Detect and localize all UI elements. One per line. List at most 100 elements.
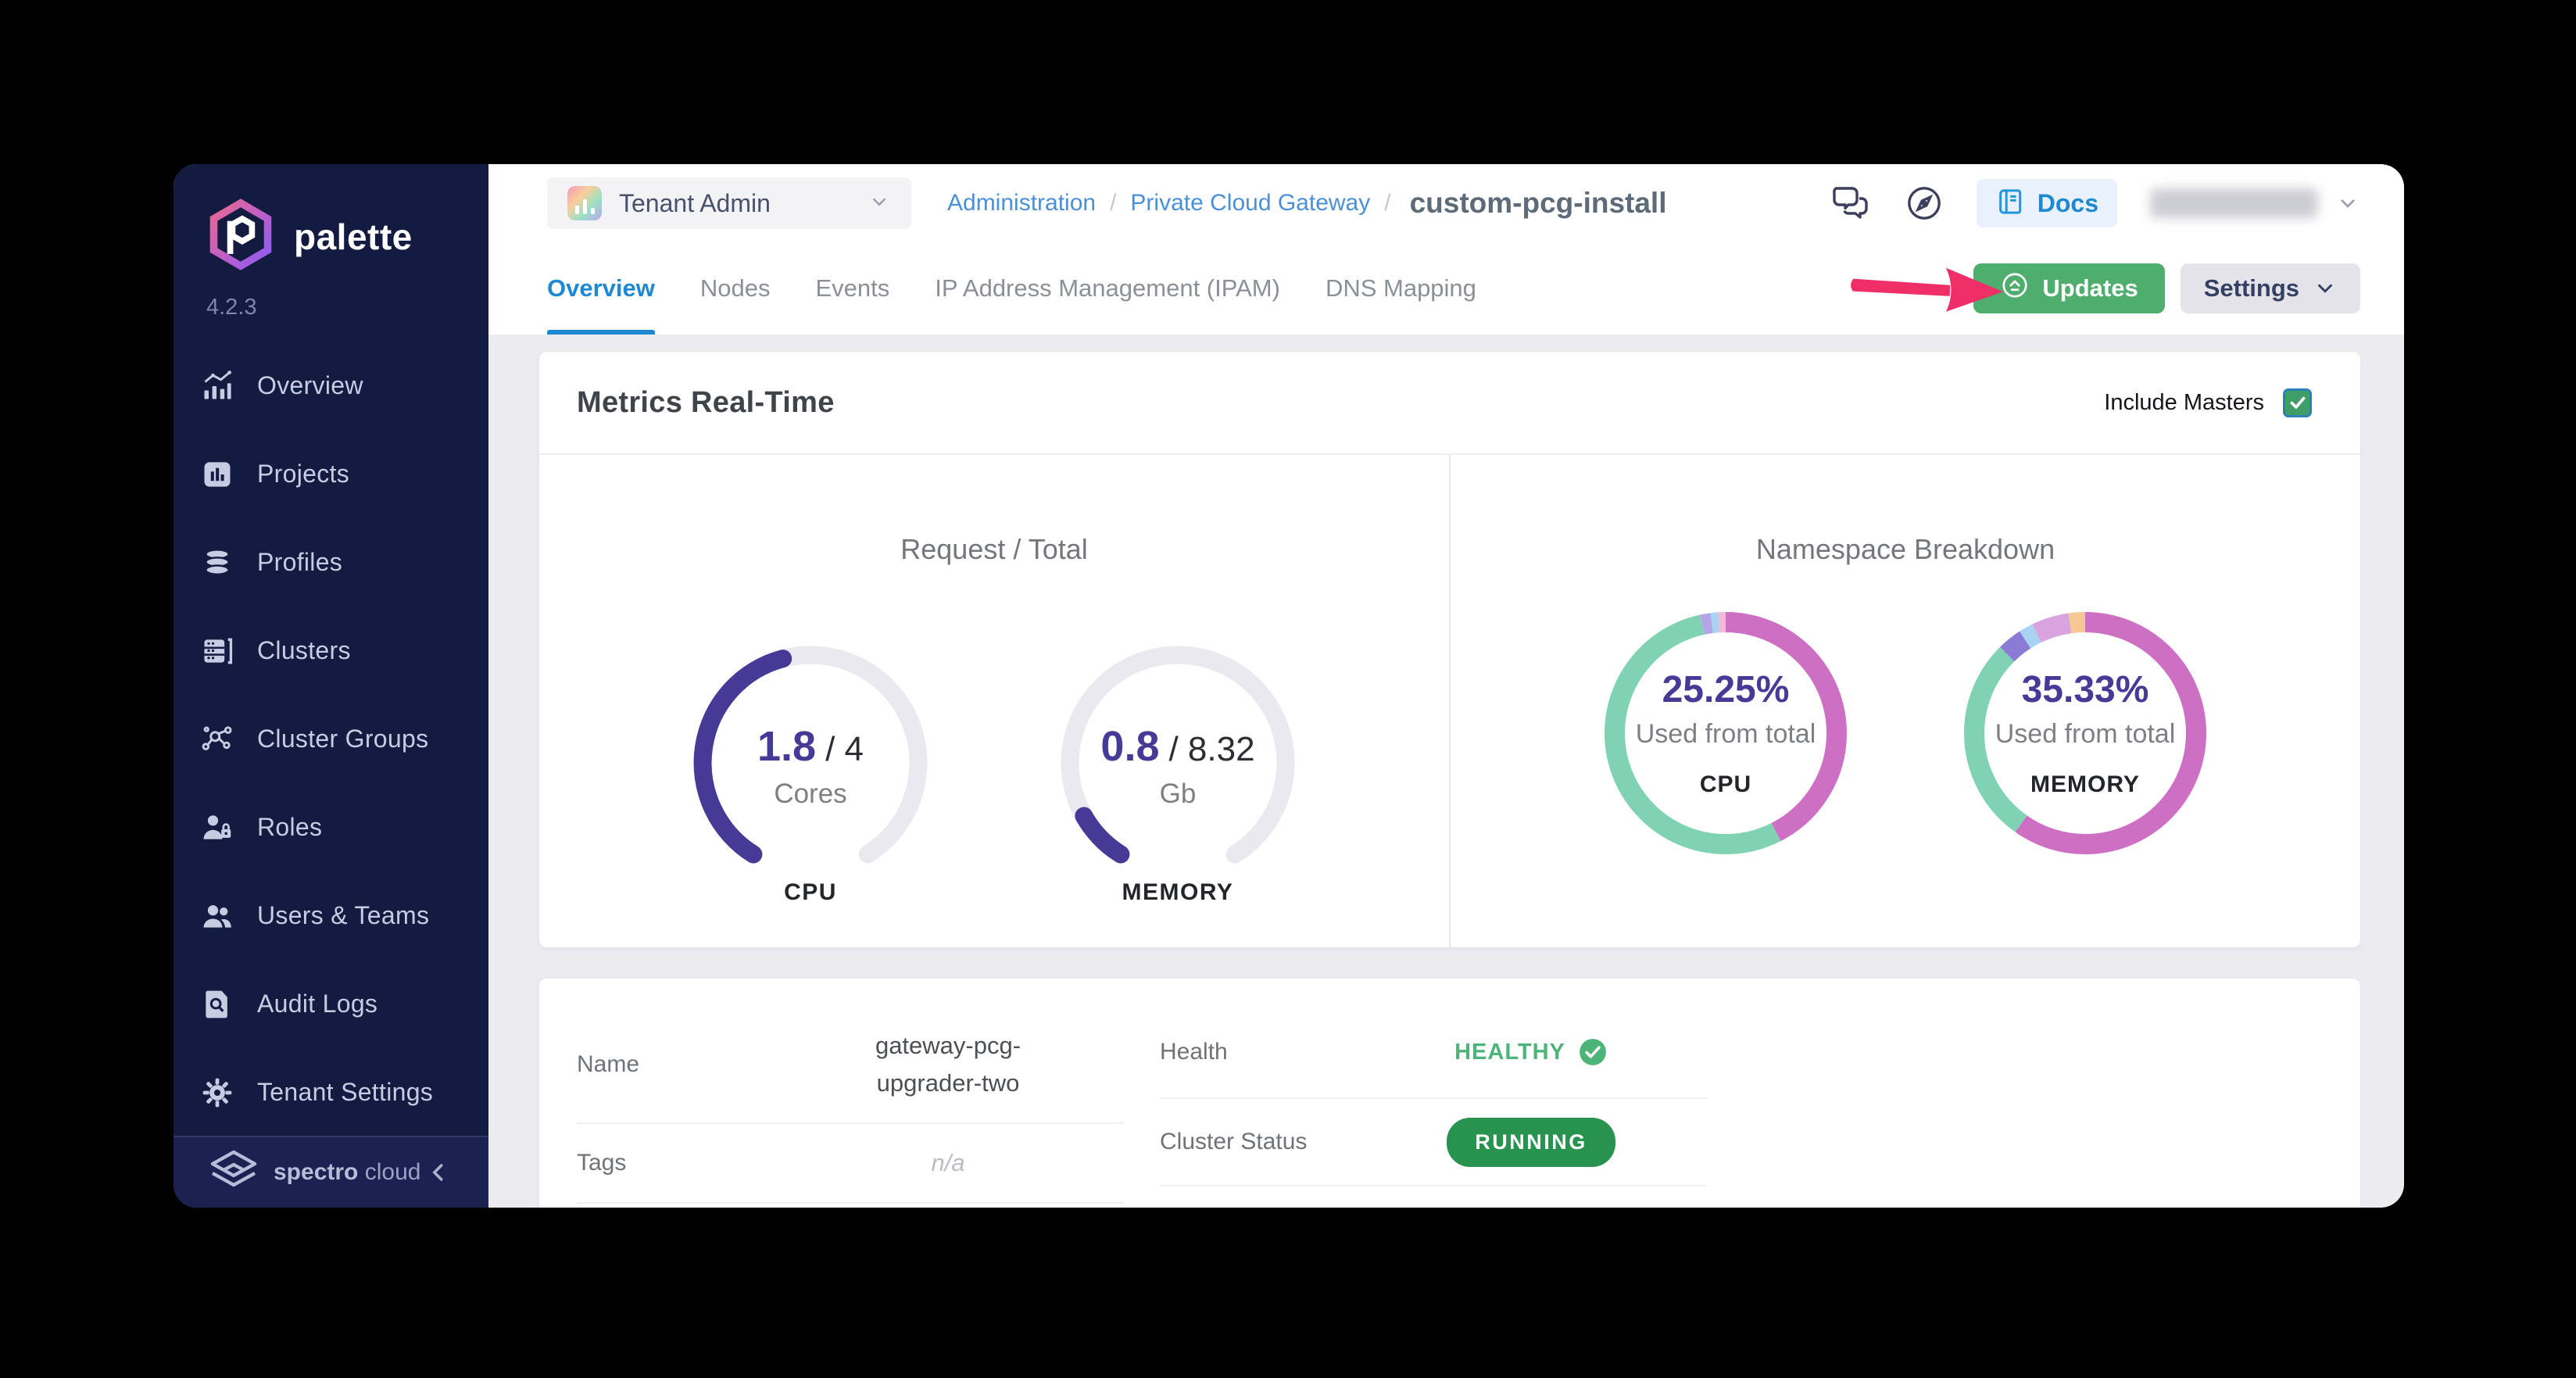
cpu-donut-label: CPU <box>1699 771 1752 797</box>
tab-nodes[interactable]: Nodes <box>700 242 771 335</box>
sidebar-item-cluster-groups[interactable]: Cluster Groups <box>174 695 488 783</box>
profiles-icon <box>199 545 235 581</box>
topbar: Tenant Admin Administration / Private Cl… <box>488 164 2404 242</box>
breadcrumb-link-administration[interactable]: Administration <box>947 190 1097 216</box>
palette-logo-icon <box>205 199 277 274</box>
docs-button[interactable]: Docs <box>1976 179 2117 227</box>
tab-label: Overview <box>547 274 655 302</box>
cpu-gauge-arc <box>693 646 928 864</box>
sidebar-item-label: Overview <box>257 371 363 399</box>
include-masters-toggle[interactable]: Include Masters <box>2104 388 2312 417</box>
memory-used-subtitle: Used from total <box>1995 719 2176 749</box>
sidebar-item-label: Roles <box>257 813 323 841</box>
chevron-down-icon <box>2318 284 2332 293</box>
users-teams-icon <box>199 898 235 934</box>
sidebar-item-label: Audit Logs <box>257 990 378 1018</box>
sidebar-item-label: Users & Teams <box>257 901 430 929</box>
cpu-used-subtitle: Used from total <box>1635 719 1816 749</box>
tab-label: DNS Mapping <box>1325 274 1476 302</box>
page-title: custom-pcg-install <box>1409 187 1667 219</box>
chevron-down-icon <box>2341 199 2355 208</box>
tags-value: n/a <box>931 1149 965 1176</box>
memory-gauge-label: MEMORY <box>1122 879 1234 905</box>
tenant-scope-selector[interactable]: Tenant Admin <box>547 177 911 229</box>
spectro-cloud-wordmark: spectro cloud <box>274 1159 420 1186</box>
include-masters-checkbox[interactable] <box>2283 388 2312 417</box>
sidebar-item-profiles[interactable]: Profiles <box>174 518 488 607</box>
namespace-breakdown-title: Namespace Breakdown <box>1755 533 2055 565</box>
updates-icon <box>2000 270 2030 306</box>
tab-actions: Updates Settings <box>1973 263 2360 313</box>
breadcrumb: Administration / Private Cloud Gateway /… <box>947 187 1667 220</box>
metrics-title: Metrics Real-Time <box>577 385 835 419</box>
sidebar-item-clusters[interactable]: Clusters <box>174 607 488 695</box>
sidebar-collapse-button[interactable] <box>421 1155 456 1190</box>
tab-dns-mapping[interactable]: DNS Mapping <box>1326 242 1476 335</box>
tab-ipam[interactable]: IP Address Management (IPAM) <box>935 242 1280 335</box>
request-total-title: Request / Total <box>900 533 1088 565</box>
memory-namespace-donut: 35.33% Used from total MEMORY <box>1952 600 2218 870</box>
sidebar-item-tenant-settings[interactable]: Tenant Settings <box>174 1048 488 1136</box>
tab-label: Nodes <box>699 274 771 302</box>
app-version: 4.2.3 <box>206 295 257 320</box>
breadcrumb-separator: / <box>1110 190 1117 216</box>
sidebar-item-projects[interactable]: Projects <box>174 430 488 518</box>
health-status: HEALTHY <box>1454 1037 1608 1067</box>
sidebar-item-overview[interactable]: Overview <box>174 342 488 430</box>
memory-donut-label: MEMORY <box>2030 771 2140 797</box>
cluster-groups-icon <box>199 721 235 757</box>
sidebar-nav: Overview Projects Profiles Clusters <box>174 342 488 1136</box>
metrics-body: Request / Total 1.8 / 4 Cores <box>539 455 2360 947</box>
metrics-header: Metrics Real-Time Include Masters <box>539 352 2360 455</box>
name-value: gateway-pcg-upgrader-two <box>875 1031 1021 1097</box>
cpu-donut-ring <box>1605 612 1847 854</box>
brand-name: palette <box>294 216 413 257</box>
details-right-column: Health HEALTHY Cluster Status RUNNING <box>1160 1007 1707 1208</box>
updates-button-label: Updates <box>2042 274 2138 302</box>
detail-row-health: Health HEALTHY <box>1160 1007 1707 1099</box>
breadcrumb-link-private-cloud-gateway[interactable]: Private Cloud Gateway <box>1130 190 1371 216</box>
topbar-right: Docs <box>1830 179 2360 227</box>
memory-donut-ring <box>1964 612 2206 854</box>
updates-button[interactable]: Updates <box>1973 263 2165 313</box>
book-icon <box>1995 186 2027 221</box>
sidebar: palette 4.2.3 Overview Projects Profile <box>174 164 488 1208</box>
docs-button-label: Docs <box>2037 188 2098 217</box>
user-menu[interactable] <box>2150 188 2360 218</box>
gateway-details-card: Name gateway-pcg-upgrader-two Tags n/a H… <box>539 979 2360 1208</box>
memory-gauge: 0.8 / 8.32 Gb MEMORY <box>1053 638 1303 906</box>
tabs: Overview Nodes Events IP Address Managem… <box>547 242 1476 335</box>
sidebar-item-roles[interactable]: Roles <box>174 783 488 872</box>
tab-label: IP Address Management (IPAM) <box>935 274 1280 302</box>
health-status-text: HEALTHY <box>1454 1039 1565 1065</box>
app-window: palette 4.2.3 Overview Projects Profile <box>174 164 2404 1208</box>
sidebar-item-audit-logs[interactable]: Audit Logs <box>174 960 488 1048</box>
clusters-icon <box>199 633 235 669</box>
tenant-selector-label: Tenant Admin <box>619 188 771 217</box>
detail-row-cluster-status: Cluster Status RUNNING <box>1160 1099 1707 1187</box>
settings-button-label: Settings <box>2203 274 2299 302</box>
cpu-total-value: / 4 <box>825 730 864 768</box>
feedback-chat-icon[interactable] <box>1830 184 1872 223</box>
explore-compass-icon[interactable] <box>1905 184 1944 223</box>
roles-icon <box>199 810 235 846</box>
main-area: Tenant Admin Administration / Private Cl… <box>488 164 2404 1208</box>
cluster-status-badge[interactable]: RUNNING <box>1447 1117 1615 1167</box>
name-label: Name <box>577 1051 640 1077</box>
sidebar-item-users-teams[interactable]: Users & Teams <box>174 872 488 960</box>
chevron-down-icon <box>868 190 891 217</box>
memory-used-percent: 35.33% <box>2021 669 2149 710</box>
details-left-column: Name gateway-pcg-upgrader-two Tags n/a <box>577 1007 1124 1208</box>
tags-label: Tags <box>577 1150 627 1176</box>
sidebar-item-label: Profiles <box>257 548 343 576</box>
brand-logo: palette <box>174 164 488 274</box>
sidebar-item-label: Projects <box>257 460 349 488</box>
tab-overview[interactable]: Overview <box>547 242 655 335</box>
detail-row-tags: Tags n/a <box>577 1124 1124 1204</box>
request-total-section: Request / Total 1.8 / 4 Cores <box>539 455 1451 947</box>
settings-button[interactable]: Settings <box>2180 263 2360 313</box>
sidebar-footer: spectro cloud <box>174 1136 488 1208</box>
sidebar-item-label: Cluster Groups <box>257 725 429 753</box>
tab-events[interactable]: Events <box>815 242 889 335</box>
memory-request-value: 0.8 <box>1100 723 1160 770</box>
